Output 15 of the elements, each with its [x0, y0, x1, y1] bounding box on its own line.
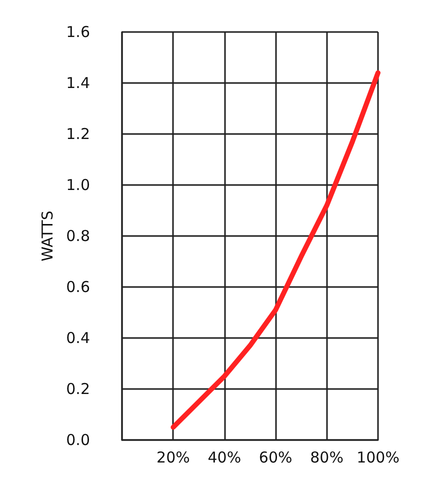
y-tick-label: 0.6: [66, 278, 90, 296]
y-tick-label: 0.8: [66, 227, 90, 245]
y-tick-label: 0.4: [66, 329, 90, 347]
y-tick-label: 0.0: [66, 431, 90, 449]
x-tick-label: 100%: [356, 448, 400, 466]
x-tick-label: 60%: [258, 448, 292, 466]
y-tick-label: 1.4: [66, 74, 90, 92]
y-tick-label: 0.2: [66, 380, 90, 398]
y-tick-label: 1.0: [66, 176, 90, 194]
x-tick-label: 20%: [156, 448, 190, 466]
y-tick-label: 1.2: [66, 125, 90, 143]
x-tick-label: 80%: [310, 448, 344, 466]
x-tick-label: 40%: [208, 448, 242, 466]
y-axis-title: WATTS: [38, 210, 57, 262]
y-tick-label: 1.6: [66, 23, 90, 41]
